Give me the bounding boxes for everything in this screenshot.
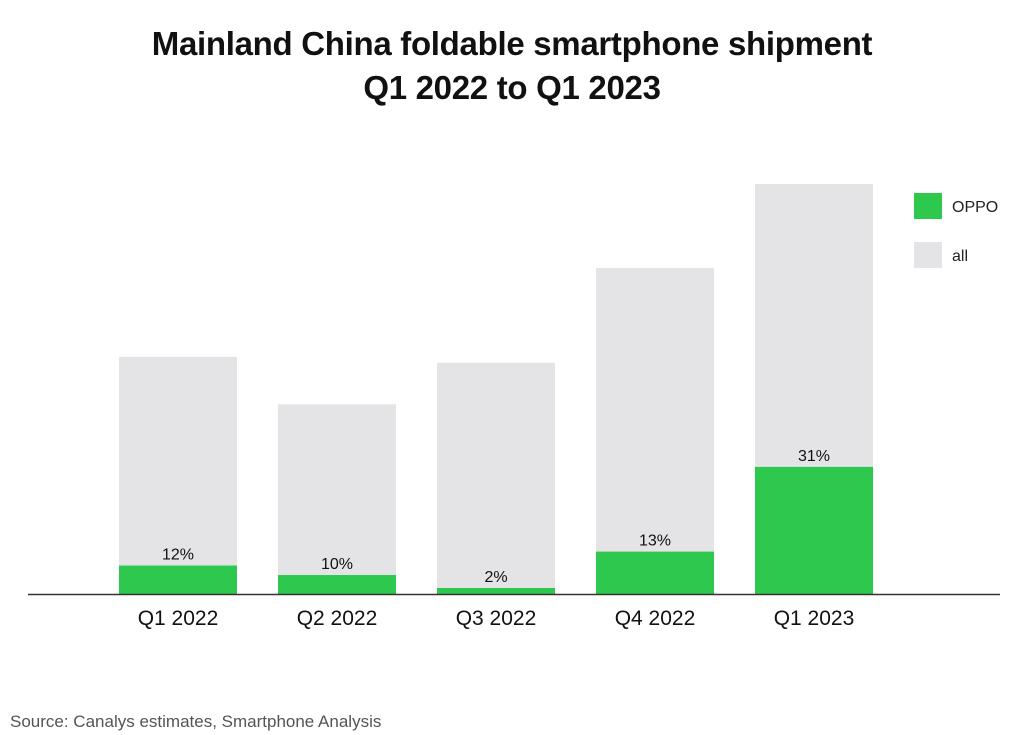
legend-label-all: all (952, 248, 968, 265)
chart-title-line-2: Q1 2022 to Q1 2023 (363, 69, 661, 106)
x-tick-label-4: Q4 2022 (615, 607, 696, 630)
x-tick-label-3: Q3 2022 (456, 607, 537, 630)
x-tick-label-1: Q1 2022 (138, 607, 219, 630)
bar-all-1 (119, 356, 237, 594)
data-label-1: 12% (162, 547, 194, 564)
bar-oppo-3 (437, 588, 555, 594)
data-label-4: 13% (639, 533, 671, 550)
x-tick-label-2: Q2 2022 (297, 607, 378, 630)
data-label-5: 31% (798, 448, 830, 465)
data-label-2: 10% (321, 556, 353, 573)
bar-all-4 (596, 267, 714, 594)
data-label-3: 2% (484, 569, 507, 586)
legend-label-oppo: OPPO (952, 199, 998, 216)
bar-chart: 12% Q1 2022 10% Q2 2022 2% Q3 2022 13% Q4 2022 3… (28, 183, 1000, 630)
x-tick-label-5: Q1 2023 (774, 607, 855, 630)
chart-title: Mainland China foldable smartphone shipm… (0, 22, 1024, 110)
legend-swatch-all (914, 242, 942, 268)
bar-oppo-5 (755, 466, 873, 594)
legend-swatch-oppo (914, 193, 942, 219)
bar-all-2 (278, 404, 396, 594)
bar-all-3 (437, 362, 555, 594)
chart-title-line-1: Mainland China foldable smartphone shipm… (151, 25, 873, 62)
bar-oppo-2 (278, 575, 396, 594)
bar-oppo-1 (119, 565, 237, 594)
bar-oppo-4 (596, 551, 714, 594)
source-note: Source: Canalys estimates, Smartphone An… (10, 712, 382, 731)
